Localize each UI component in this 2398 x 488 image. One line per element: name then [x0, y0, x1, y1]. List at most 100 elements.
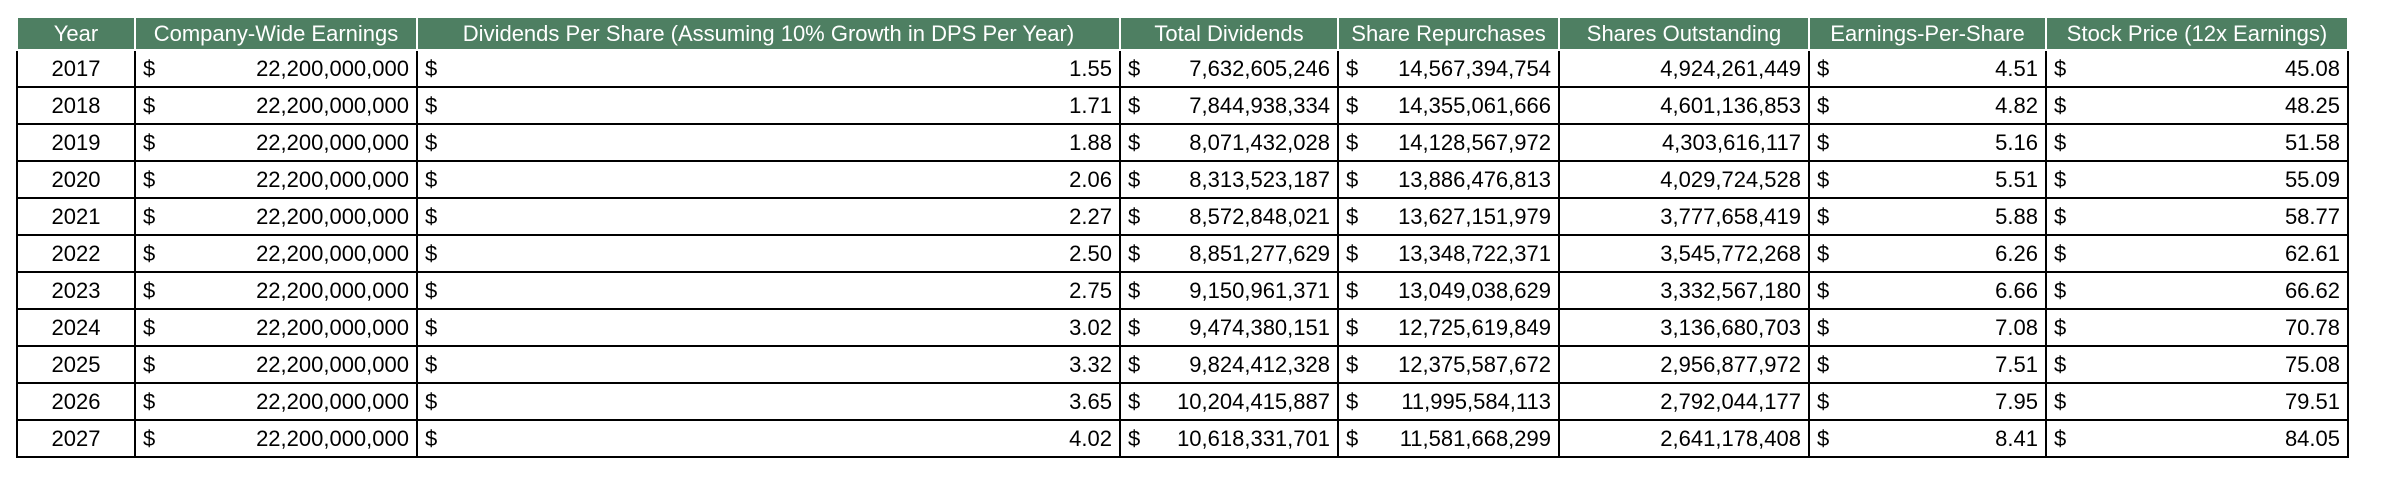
cell-shares-outstanding[interactable]: 3,136,680,703 [1558, 308, 1810, 347]
cell-year[interactable]: 2019 [16, 123, 136, 162]
cell-total-dividends[interactable]: $10,618,331,701 [1119, 419, 1339, 458]
cell-stock-price[interactable]: $51.58 [2045, 123, 2349, 162]
header-total-dividends[interactable]: Total Dividends [1119, 16, 1339, 51]
cell-dividends-per-share[interactable]: $1.71 [416, 86, 1121, 125]
cell-year[interactable]: 2018 [16, 86, 136, 125]
cell-share-repurchases[interactable]: $13,348,722,371 [1337, 234, 1560, 273]
cell-earnings-per-share[interactable]: $7.51 [1808, 345, 2047, 384]
cell-earnings-per-share[interactable]: $5.16 [1808, 123, 2047, 162]
cell-earnings-per-share[interactable]: $7.08 [1808, 308, 2047, 347]
cell-shares-outstanding[interactable]: 3,545,772,268 [1558, 234, 1810, 273]
cell-shares-outstanding[interactable]: 4,029,724,528 [1558, 160, 1810, 199]
cell-share-repurchases[interactable]: $14,128,567,972 [1337, 123, 1560, 162]
cell-stock-price[interactable]: $55.09 [2045, 160, 2349, 199]
cell-stock-price[interactable]: $58.77 [2045, 197, 2349, 236]
cell-total-dividends[interactable]: $8,851,277,629 [1119, 234, 1339, 273]
cell-company-wide-earnings[interactable]: $22,200,000,000 [134, 345, 418, 384]
cell-earnings-per-share[interactable]: $5.88 [1808, 197, 2047, 236]
cell-dividends-per-share[interactable]: $1.55 [416, 49, 1121, 88]
cell-year[interactable]: 2027 [16, 419, 136, 458]
cell-stock-price[interactable]: $84.05 [2045, 419, 2349, 458]
cell-dividends-per-share[interactable]: $1.88 [416, 123, 1121, 162]
cell-shares-outstanding[interactable]: 4,601,136,853 [1558, 86, 1810, 125]
cell-share-repurchases[interactable]: $11,581,668,299 [1337, 419, 1560, 458]
cell-year[interactable]: 2023 [16, 271, 136, 310]
cell-shares-outstanding[interactable]: 4,303,616,117 [1558, 123, 1810, 162]
cell-earnings-per-share[interactable]: $4.51 [1808, 49, 2047, 88]
cell-company-wide-earnings[interactable]: $22,200,000,000 [134, 234, 418, 273]
cell-company-wide-earnings[interactable]: $22,200,000,000 [134, 49, 418, 88]
cell-year[interactable]: 2021 [16, 197, 136, 236]
cell-total-dividends[interactable]: $8,572,848,021 [1119, 197, 1339, 236]
cell-dividends-per-share[interactable]: $2.50 [416, 234, 1121, 273]
cell-share-repurchases[interactable]: $13,049,038,629 [1337, 271, 1560, 310]
cell-stock-price[interactable]: $62.61 [2045, 234, 2349, 273]
header-share-repurchases[interactable]: Share Repurchases [1337, 16, 1560, 51]
table-row: 2020 $22,200,000,000 $2.06 $8,313,523,187 $1… [16, 160, 2349, 199]
header-earnings-per-share[interactable]: Earnings-Per-Share [1808, 16, 2047, 51]
cell-shares-outstanding[interactable]: 4,924,261,449 [1558, 49, 1810, 88]
cell-earnings-per-share[interactable]: $7.95 [1808, 382, 2047, 421]
cell-company-wide-earnings[interactable]: $22,200,000,000 [134, 197, 418, 236]
cell-shares-outstanding[interactable]: 2,792,044,177 [1558, 382, 1810, 421]
cell-total-dividends[interactable]: $7,844,938,334 [1119, 86, 1339, 125]
currency-symbol: $ [143, 314, 156, 340]
cell-total-dividends[interactable]: $7,632,605,246 [1119, 49, 1339, 88]
cell-dividends-per-share[interactable]: $2.27 [416, 197, 1121, 236]
header-year[interactable]: Year [16, 16, 136, 51]
cell-earnings-per-share[interactable]: $6.26 [1808, 234, 2047, 273]
cell-year[interactable]: 2020 [16, 160, 136, 199]
cell-company-wide-earnings[interactable]: $22,200,000,000 [134, 308, 418, 347]
cell-dividends-per-share[interactable]: $2.06 [416, 160, 1121, 199]
cell-company-wide-earnings[interactable]: $22,200,000,000 [134, 123, 418, 162]
cell-share-repurchases[interactable]: $12,375,587,672 [1337, 345, 1560, 384]
currency-value: $58.77 [2054, 204, 2340, 230]
cell-total-dividends[interactable]: $9,824,412,328 [1119, 345, 1339, 384]
cell-year[interactable]: 2017 [16, 49, 136, 88]
cell-year[interactable]: 2026 [16, 382, 136, 421]
cell-share-repurchases[interactable]: $11,995,584,113 [1337, 382, 1560, 421]
cell-stock-price[interactable]: $79.51 [2045, 382, 2349, 421]
cell-earnings-per-share[interactable]: $8.41 [1808, 419, 2047, 458]
cell-total-dividends[interactable]: $8,313,523,187 [1119, 160, 1339, 199]
cell-company-wide-earnings[interactable]: $22,200,000,000 [134, 271, 418, 310]
cell-stock-price[interactable]: $75.08 [2045, 345, 2349, 384]
header-dividends-per-share[interactable]: Dividends Per Share (Assuming 10% Growth… [416, 16, 1121, 51]
currency-value: $8,313,523,187 [1128, 167, 1330, 193]
cell-share-repurchases[interactable]: $14,355,061,666 [1337, 86, 1560, 125]
cell-share-repurchases[interactable]: $14,567,394,754 [1337, 49, 1560, 88]
cell-company-wide-earnings[interactable]: $22,200,000,000 [134, 160, 418, 199]
cell-company-wide-earnings[interactable]: $22,200,000,000 [134, 382, 418, 421]
cell-shares-outstanding[interactable]: 2,956,877,972 [1558, 345, 1810, 384]
cell-shares-outstanding[interactable]: 3,777,658,419 [1558, 197, 1810, 236]
cell-year[interactable]: 2024 [16, 308, 136, 347]
cell-total-dividends[interactable]: $8,071,432,028 [1119, 123, 1339, 162]
cell-stock-price[interactable]: $70.78 [2045, 308, 2349, 347]
cell-total-dividends[interactable]: $10,204,415,887 [1119, 382, 1339, 421]
cell-stock-price[interactable]: $48.25 [2045, 86, 2349, 125]
cell-share-repurchases[interactable]: $12,725,619,849 [1337, 308, 1560, 347]
cell-year[interactable]: 2025 [16, 345, 136, 384]
header-company-wide-earnings[interactable]: Company-Wide Earnings [134, 16, 418, 51]
cell-dividends-per-share[interactable]: $3.65 [416, 382, 1121, 421]
cell-earnings-per-share[interactable]: $5.51 [1808, 160, 2047, 199]
cell-earnings-per-share[interactable]: $6.66 [1808, 271, 2047, 310]
cell-year[interactable]: 2022 [16, 234, 136, 273]
cell-shares-outstanding[interactable]: 2,641,178,408 [1558, 419, 1810, 458]
cell-stock-price[interactable]: $45.08 [2045, 49, 2349, 88]
cell-dividends-per-share[interactable]: $4.02 [416, 419, 1121, 458]
header-shares-outstanding[interactable]: Shares Outstanding [1558, 16, 1810, 51]
cell-dividends-per-share[interactable]: $3.02 [416, 308, 1121, 347]
cell-dividends-per-share[interactable]: $3.32 [416, 345, 1121, 384]
cell-total-dividends[interactable]: $9,150,961,371 [1119, 271, 1339, 310]
cell-company-wide-earnings[interactable]: $22,200,000,000 [134, 86, 418, 125]
cell-company-wide-earnings[interactable]: $22,200,000,000 [134, 419, 418, 458]
cell-dividends-per-share[interactable]: $2.75 [416, 271, 1121, 310]
cell-stock-price[interactable]: $66.62 [2045, 271, 2349, 310]
cell-share-repurchases[interactable]: $13,627,151,979 [1337, 197, 1560, 236]
cell-share-repurchases[interactable]: $13,886,476,813 [1337, 160, 1560, 199]
cell-earnings-per-share[interactable]: $4.82 [1808, 86, 2047, 125]
cell-total-dividends[interactable]: $9,474,380,151 [1119, 308, 1339, 347]
header-stock-price[interactable]: Stock Price (12x Earnings) [2045, 16, 2349, 51]
cell-shares-outstanding[interactable]: 3,332,567,180 [1558, 271, 1810, 310]
